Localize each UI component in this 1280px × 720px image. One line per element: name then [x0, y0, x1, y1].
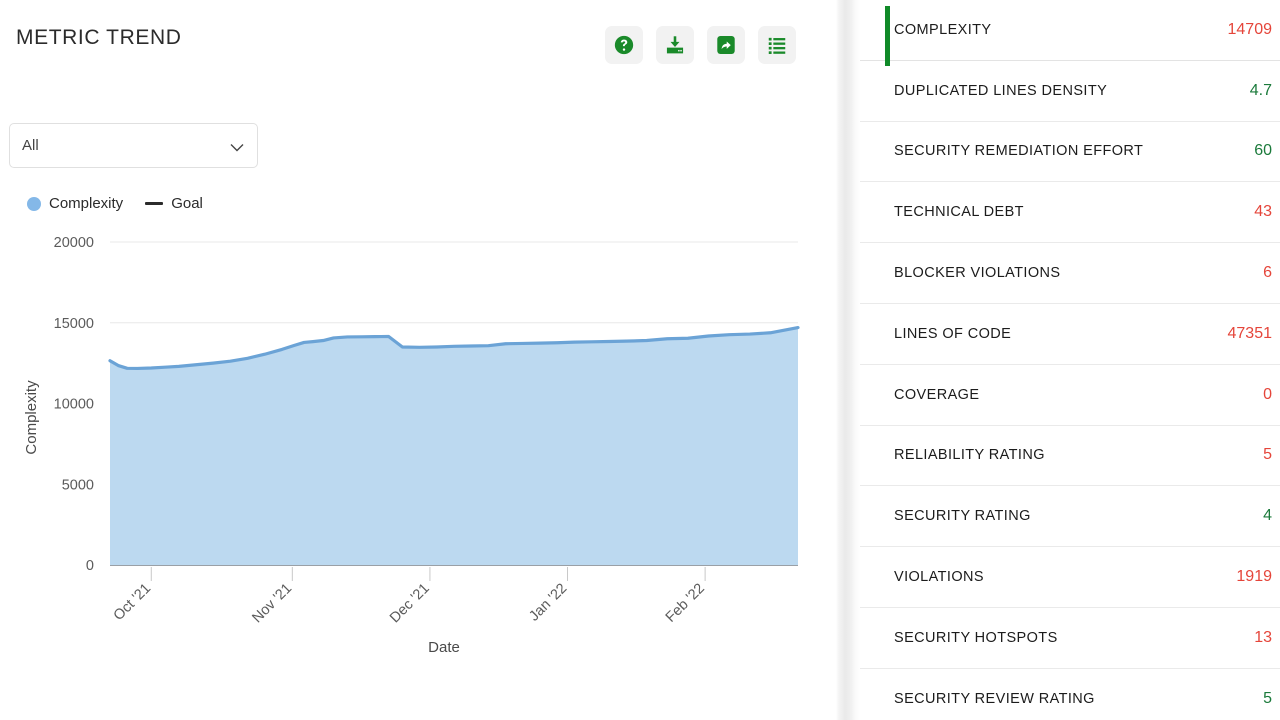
- metric-filter: All: [9, 123, 258, 168]
- y-tick-label: 0: [86, 558, 94, 574]
- metric-value: 13: [1254, 628, 1272, 646]
- metric-row[interactable]: BLOCKER VIOLATIONS 6: [860, 243, 1280, 304]
- metric-name: SECURITY RATING: [894, 508, 1031, 525]
- metric-name: DUPLICATED LINES DENSITY: [894, 82, 1108, 99]
- metric-name: SECURITY HOTSPOTS: [894, 629, 1058, 646]
- metric-value: 14709: [1227, 20, 1273, 38]
- metric-name: RELIABILITY RATING: [894, 447, 1045, 464]
- metric-value: 1919: [1236, 568, 1272, 586]
- chart-legend: Complexity Goal: [27, 195, 203, 212]
- panel-header: METRIC TREND: [0, 14, 836, 76]
- y-tick-label: 5000: [62, 477, 94, 493]
- metric-name: TECHNICAL DEBT: [894, 204, 1024, 221]
- y-tick-label: 20000: [54, 235, 94, 251]
- metric-row[interactable]: COVERAGE 0: [860, 365, 1280, 426]
- metric-row[interactable]: SECURITY RATING 4: [860, 486, 1280, 548]
- metric-value: 6: [1263, 264, 1272, 282]
- metric-value: 60: [1254, 142, 1272, 160]
- y-tick-label: 10000: [54, 397, 94, 413]
- legend-label: Complexity: [49, 195, 124, 212]
- legend-label: Goal: [171, 195, 203, 212]
- metric-trend-chart[interactable]: 0 5000 10000 15000 20000 Oct '21 Nov '21 Dec '2…: [0, 228, 836, 688]
- metric-row[interactable]: DUPLICATED LINES DENSITY 4.7: [860, 61, 1280, 122]
- metric-row[interactable]: TECHNICAL DEBT 43: [860, 182, 1280, 244]
- download-button[interactable]: [656, 26, 694, 64]
- metric-row[interactable]: RELIABILITY RATING 5: [860, 426, 1280, 487]
- metric-value: 47351: [1227, 324, 1273, 342]
- legend-dot-icon: [27, 196, 41, 211]
- metric-row[interactable]: SECURITY HOTSPOTS 13: [860, 608, 1280, 669]
- metric-name: COMPLEXITY: [894, 21, 992, 38]
- x-tick-label: Dec '21: [387, 581, 433, 627]
- metric-name: SECURITY REMEDIATION EFFORT: [894, 143, 1144, 160]
- list-button[interactable]: [758, 26, 796, 64]
- download-icon: [664, 34, 686, 56]
- y-tick-label: 15000: [54, 316, 94, 332]
- metric-name: SECURITY REVIEW RATING: [894, 690, 1095, 707]
- chart-svg: 0 5000 10000 15000 20000 Oct '21 Nov '21 Dec '2…: [23, 235, 800, 656]
- area-fill: [110, 327, 798, 565]
- share-arrow-icon: [715, 34, 737, 56]
- x-tick-label: Oct '21: [111, 581, 154, 624]
- metric-value: 5: [1263, 689, 1272, 707]
- metrics-sidebar: COMPLEXITY 14709 DUPLICATED LINES DENSITY 4…: [860, 0, 1280, 720]
- metric-row[interactable]: VIOLATIONS 1919: [860, 547, 1280, 608]
- x-tick-label: Feb '22: [663, 581, 708, 626]
- metric-name: VIOLATIONS: [894, 569, 984, 586]
- help-button[interactable]: [605, 26, 643, 64]
- metric-name: LINES OF CODE: [894, 325, 1012, 342]
- x-tick-label: Nov '21: [249, 581, 295, 627]
- x-axis-title: Date: [428, 639, 460, 656]
- share-button[interactable]: [707, 26, 745, 64]
- metric-value: 0: [1263, 385, 1272, 403]
- x-tick-label: Jan '22: [526, 581, 570, 625]
- help-circle-icon: [613, 34, 635, 56]
- y-axis-title: Complexity: [23, 380, 40, 455]
- metric-row[interactable]: SECURITY REMEDIATION EFFORT 60: [860, 122, 1280, 183]
- header-actions: [605, 26, 796, 64]
- legend-item-goal[interactable]: Goal: [145, 195, 203, 212]
- metric-trend-panel: METRIC TREND: [0, 14, 836, 688]
- legend-line-icon: [145, 202, 164, 205]
- list-icon: [766, 34, 788, 56]
- panel-divider: [836, 0, 860, 720]
- metric-name: BLOCKER VIOLATIONS: [894, 265, 1061, 282]
- metric-list: COMPLEXITY 14709 DUPLICATED LINES DENSITY 4…: [860, 0, 1280, 720]
- metric-value: 43: [1254, 203, 1272, 221]
- legend-item-complexity[interactable]: Complexity: [27, 195, 123, 212]
- metric-value: 4: [1263, 507, 1272, 525]
- metric-row[interactable]: LINES OF CODE 47351: [860, 304, 1280, 365]
- metric-row[interactable]: SECURITY REVIEW RATING 5: [860, 669, 1280, 720]
- metric-name: COVERAGE: [894, 386, 980, 403]
- metric-value: 5: [1263, 446, 1272, 464]
- metric-row[interactable]: COMPLEXITY 14709: [860, 0, 1280, 66]
- series-line-complexity: [108, 325, 800, 371]
- page-title: METRIC TREND: [16, 26, 182, 49]
- metric-value: 4.7: [1249, 81, 1272, 99]
- metric-filter-select[interactable]: All: [9, 123, 258, 168]
